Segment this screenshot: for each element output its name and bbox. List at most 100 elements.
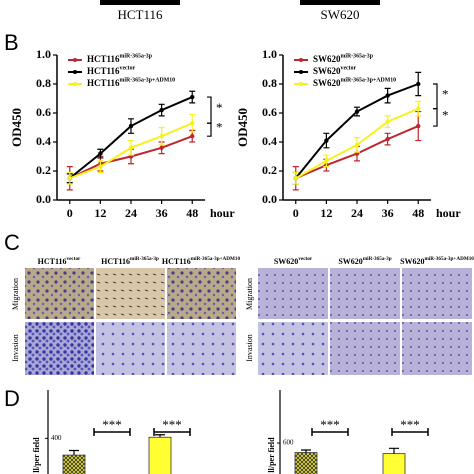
y-axis-label: OD450: [235, 108, 250, 147]
label-text: HCT116: [87, 78, 120, 88]
x-tick-label: 0: [67, 206, 73, 220]
header-bar: [100, 0, 180, 5]
label-sup: miR-365a-3p: [363, 256, 392, 262]
column-label: SW620miR-365a-3p: [338, 256, 391, 266]
legend-marker: [299, 82, 303, 86]
legend-label: HCT116miR-365a-3p: [87, 54, 153, 64]
x-tick-label: 36: [156, 206, 168, 220]
header-label: HCT116: [117, 7, 163, 22]
micro-image: [167, 268, 236, 319]
y-tick-label: 0.2: [36, 163, 51, 177]
label-text: SW620: [338, 257, 362, 266]
label-text: HCT116: [101, 257, 130, 266]
label-sup: miR-365a-3p: [130, 256, 159, 262]
y-tick-label: 600: [283, 439, 294, 447]
y-tick-label: 0.4: [36, 134, 51, 148]
bar: [294, 452, 318, 474]
sig-label: ***: [320, 417, 340, 432]
sig-bracket: [433, 83, 438, 110]
micro-image: [96, 268, 165, 319]
row-label: Invasion: [11, 334, 20, 362]
bar: [382, 453, 406, 474]
error-bar: [155, 434, 165, 438]
label-sup: miR-365a-3p+ADM10: [341, 78, 397, 84]
column-label: HCT116miR-365a-3p: [101, 256, 159, 266]
micro-image: [25, 268, 94, 319]
legend-marker: [73, 58, 77, 62]
legend-label: SW620miR-365a-3p: [313, 54, 374, 64]
y-axis-label: ll/per field: [32, 437, 41, 473]
error-bar: [389, 447, 399, 454]
column-label: HCT116miR-365a-3p+ADM10: [162, 256, 241, 266]
point: [385, 93, 390, 98]
sig-label: *: [442, 107, 449, 122]
y-tick-label: 0.4: [262, 134, 277, 148]
micro-image: [96, 322, 165, 375]
point: [128, 123, 134, 129]
micro-image: [167, 322, 236, 375]
label-text: HCT116: [87, 66, 120, 76]
y-tick-label: 0.6: [262, 105, 277, 119]
y-tick-label: 0.8: [262, 76, 277, 90]
x-tick-label: 24: [125, 206, 137, 220]
sig-bracket: [207, 96, 212, 124]
x-axis-label: hour: [436, 206, 461, 220]
x-tick-label: 36: [382, 206, 394, 220]
label-sup: miR-365a-3p: [341, 54, 374, 60]
label-sup: miR-365a-3p+ADM10: [425, 256, 474, 262]
sig-label: *: [216, 100, 223, 115]
point: [190, 134, 195, 139]
panel-label: B: [4, 30, 19, 55]
legend-label: HCT116miR-365a-3p+ADM10: [87, 78, 175, 88]
error-bar: [301, 449, 311, 453]
label-text: HCT116: [38, 257, 67, 266]
row-label: Migration: [11, 278, 20, 310]
legend-marker: [73, 70, 77, 74]
sig-label: ***: [162, 417, 182, 432]
label-text: SW620: [313, 78, 341, 88]
point: [128, 145, 134, 150]
sig-bracket: [153, 428, 191, 436]
label-sup: miR-365a-3p+ADM10: [120, 78, 176, 84]
x-tick-label: 24: [351, 206, 363, 220]
label-sup: miR-365a-3p+ADM10: [191, 256, 241, 262]
point: [159, 134, 164, 139]
point: [190, 120, 195, 126]
header-bar: [300, 0, 380, 5]
point: [190, 94, 195, 100]
label-sup: vector: [67, 256, 82, 262]
label-text: SW620: [274, 257, 298, 266]
legend-marker: [299, 58, 303, 62]
point: [159, 145, 164, 150]
x-tick-label: 0: [293, 206, 299, 220]
point: [354, 109, 360, 114]
x-axis-label: hour: [210, 206, 235, 220]
x-tick-label: 48: [412, 206, 424, 220]
point: [159, 107, 164, 113]
series-line: [294, 83, 419, 179]
y-tick-label: 0.0: [262, 192, 277, 206]
sig-bracket: [391, 428, 429, 436]
point: [324, 158, 329, 164]
panel-label: C: [4, 230, 20, 255]
point: [416, 123, 421, 129]
sig-label: ***: [400, 417, 420, 432]
point: [293, 176, 298, 181]
sig-label: ***: [102, 417, 122, 432]
sig-bracket: [207, 122, 212, 137]
point: [324, 138, 329, 143]
bar: [148, 436, 172, 474]
label-text: SW620: [400, 257, 424, 266]
micro-images: [25, 268, 472, 375]
column-label: SW620vector: [274, 256, 313, 266]
y-tick-label: 0.6: [36, 105, 51, 119]
sig-label: *: [442, 86, 449, 101]
point: [385, 119, 390, 124]
micro-image: [258, 322, 328, 375]
point: [416, 81, 421, 87]
legend-label: HCT116vector: [87, 66, 135, 76]
point: [385, 136, 390, 142]
micro-image: [258, 268, 328, 319]
micro-image: [402, 268, 472, 319]
